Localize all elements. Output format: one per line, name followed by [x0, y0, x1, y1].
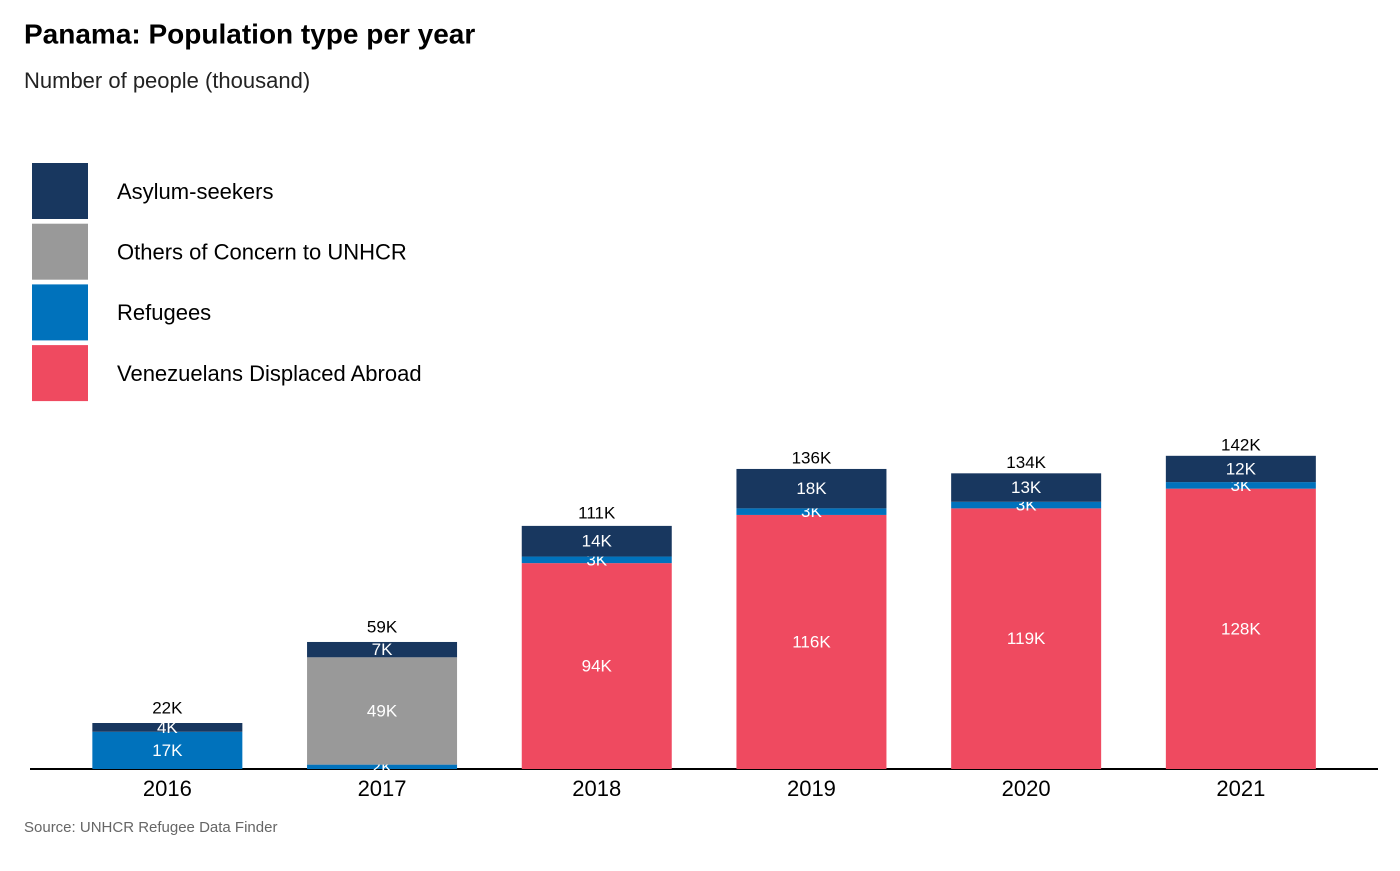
legend-label: Refugees — [117, 300, 211, 325]
x-tick-label: 2018 — [572, 776, 621, 801]
total-label: 59K — [367, 617, 398, 636]
segment-label: 13K — [1011, 478, 1042, 497]
source-note: Source: UNHCR Refugee Data Finder — [24, 819, 277, 836]
legend-swatch — [32, 284, 88, 341]
total-label: 136K — [792, 449, 832, 468]
legend-swatch — [32, 223, 88, 280]
total-label: 22K — [152, 698, 183, 717]
bar-segment — [951, 501, 1102, 509]
bar-segment — [92, 731, 243, 769]
bar-segment — [307, 641, 458, 658]
bar-segment — [1165, 488, 1316, 769]
segment-label: 116K — [792, 632, 831, 651]
bar-segment — [1165, 482, 1316, 489]
x-tick-label: 2020 — [1002, 776, 1051, 801]
x-tick-label: 2021 — [1216, 776, 1265, 801]
legend-label: Asylum-seekers — [117, 179, 273, 204]
segment-label: 128K — [1221, 619, 1261, 638]
bar-segment — [521, 556, 672, 564]
chart-subtitle: Number of people (thousand) — [24, 68, 310, 93]
bar-segment — [307, 764, 458, 769]
bar-segment — [736, 468, 887, 509]
segment-label: 18K — [796, 479, 827, 498]
bar-segment — [307, 657, 458, 765]
bar-segment — [736, 508, 887, 515]
segment-label: 4K — [157, 718, 178, 737]
total-label: 111K — [578, 503, 616, 522]
total-label: 142K — [1221, 435, 1261, 454]
segment-label: 119K — [1007, 629, 1046, 648]
bar-segment — [1165, 455, 1316, 483]
chart-title: Panama: Population type per year — [24, 18, 475, 49]
segment-label: 7K — [372, 640, 393, 659]
bar-segment — [951, 473, 1102, 502]
bar-segment — [521, 525, 672, 557]
bar-segment — [736, 514, 887, 769]
segment-label: 49K — [367, 701, 398, 720]
x-tick-label: 2017 — [358, 776, 407, 801]
legend-label: Others of Concern to UNHCR — [117, 240, 407, 265]
total-label: 134K — [1006, 453, 1046, 472]
segment-label: 14K — [582, 532, 613, 551]
legend-label: Venezuelans Displaced Abroad — [117, 361, 422, 386]
bar-segment — [951, 508, 1102, 769]
segment-label: 94K — [582, 657, 613, 676]
bar-segment — [521, 563, 672, 769]
legend-swatch — [32, 345, 88, 402]
segment-label: 17K — [152, 741, 183, 760]
legend-swatch — [32, 163, 88, 219]
x-tick-label: 2019 — [787, 776, 836, 801]
segment-label: 12K — [1226, 459, 1257, 478]
x-tick-label: 2016 — [143, 776, 192, 801]
bar-segment — [92, 723, 243, 732]
